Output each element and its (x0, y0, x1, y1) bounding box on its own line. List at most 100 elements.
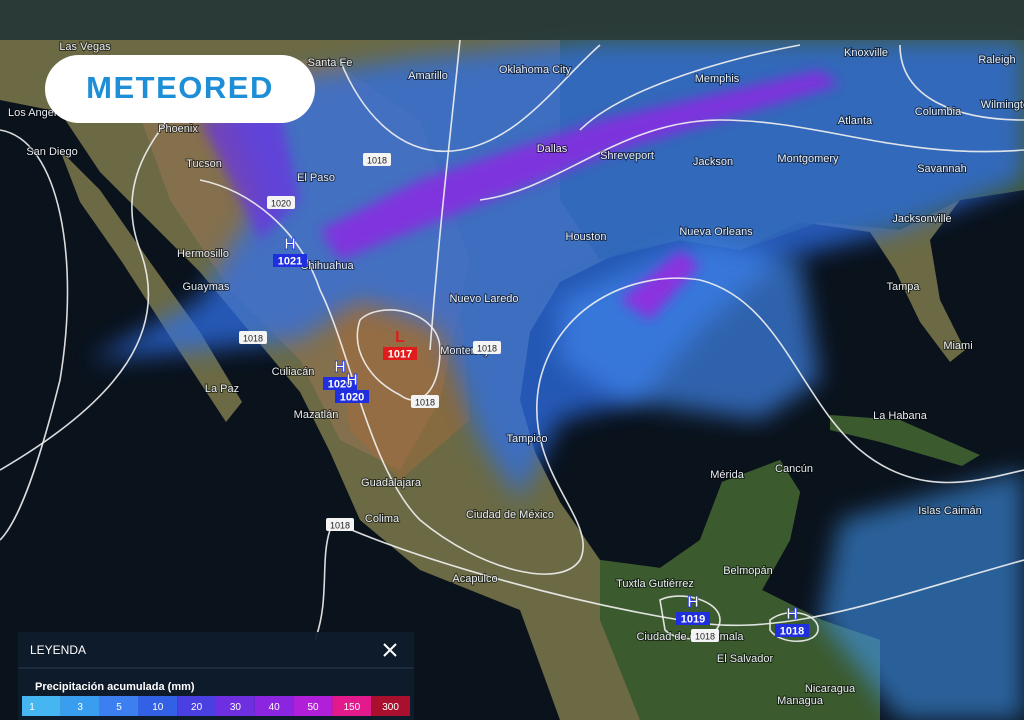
isobar-label: 1018 (415, 398, 435, 408)
city-label: Tampico (507, 433, 548, 445)
city-label: Belmopán (723, 565, 773, 577)
city-label: Managua (777, 695, 824, 707)
city-label: Ciudad de Guatemala (636, 631, 744, 643)
city-label: Raleigh (978, 54, 1015, 66)
logo-text: METEORED (86, 70, 274, 105)
pressure-letter: H (284, 236, 296, 253)
scale-segment (177, 696, 216, 716)
isobar-label: 1020 (271, 199, 291, 209)
pressure-value: 1018 (780, 626, 804, 638)
city-label: La Paz (205, 383, 239, 395)
city-label: El Salvador (717, 653, 774, 665)
city-label: Chihuahua (300, 260, 354, 272)
isobar-label: 1018 (367, 156, 387, 166)
scale-segment (216, 696, 255, 716)
top-blur-strip (0, 0, 1024, 40)
isobar-label-bg (691, 629, 719, 642)
city-label: Hermosillo (177, 248, 229, 260)
city-label: San Diego (26, 146, 77, 158)
city-label: Cancún (775, 463, 813, 475)
scale-segment (254, 696, 294, 716)
map-labels: Las Vegas Santa Fe Amarillo Oklahoma City Me… (7, 40, 1024, 708)
pressure-value-bg (323, 377, 357, 390)
city-label: Wilmington (981, 99, 1024, 111)
pressure-letter: L (395, 329, 405, 346)
city-label: Phoenix (158, 123, 198, 135)
scale-segment (332, 696, 372, 716)
scale-label: 1 (29, 702, 35, 713)
scale-segment (99, 696, 139, 716)
isobar-label: 1018 (243, 334, 263, 344)
city-label: Knoxville (844, 47, 888, 59)
pressure-value: 1021 (278, 256, 302, 268)
pressure-letter: H (687, 594, 699, 611)
pressure-value-bg (676, 612, 710, 625)
city-label: La Habana (873, 410, 928, 422)
isobar-label: 1018 (330, 521, 350, 531)
city-label: Mazatlán (294, 409, 339, 421)
city-label: Shreveport (600, 150, 654, 162)
city-label: Guaymas (182, 281, 230, 293)
pressure-value-bg (775, 624, 809, 637)
scale-segment (138, 696, 178, 716)
scale-label: 40 (269, 702, 281, 713)
scale-segment (293, 696, 333, 716)
close-icon (383, 643, 397, 657)
pressure-value-bg (383, 347, 417, 360)
legend-scale: 1 3 5 10 20 30 40 50 150 300 (22, 696, 410, 716)
city-label: Jackson (693, 156, 733, 168)
scale-label: 50 (307, 702, 319, 713)
city-label: Savannah (917, 163, 967, 175)
isobar-label: 1018 (695, 632, 715, 642)
city-label: Nueva Orleans (679, 226, 753, 238)
city-label: Islas Caimán (918, 505, 982, 517)
legend-close[interactable] (378, 638, 402, 662)
city-label: Ciudad de México (466, 509, 554, 521)
pressure-value: 1020 (340, 392, 364, 404)
city-label: Atlanta (838, 115, 873, 127)
city-label: Guadalajara (361, 477, 422, 489)
scale-label: 3 (77, 702, 83, 713)
city-label: Colima (365, 513, 400, 525)
city-label: Houston (566, 231, 607, 243)
city-label: Nuevo Laredo (449, 293, 518, 305)
city-label: Tuxtla Gutiérrez (616, 578, 694, 590)
city-label: Memphis (695, 73, 740, 85)
pressure-value: 1020 (328, 379, 352, 391)
legend-title: LEYENDA (30, 643, 86, 657)
pressure-value: 1017 (388, 349, 412, 361)
isobar-label-bg (363, 153, 391, 166)
city-label: Miami (943, 340, 972, 352)
isobar-label-bg (239, 331, 267, 344)
scale-label: 30 (230, 702, 242, 713)
legend-subtitle: Precipitación acumulada (mm) (35, 681, 195, 693)
city-label: Tucson (186, 158, 222, 170)
city-label: Nicaragua (805, 683, 856, 695)
scale-label: 5 (116, 702, 122, 713)
scale-label: 300 (382, 702, 399, 713)
logo: METEORED (45, 55, 315, 123)
scale-label: 10 (152, 702, 164, 713)
city-label: Amarillo (408, 70, 448, 82)
precipitation (90, 40, 1024, 720)
scale-label: 20 (191, 702, 203, 713)
city-label: Culiacán (272, 366, 315, 378)
isobar-label-bg (411, 395, 439, 408)
city-label: Mérida (710, 469, 745, 481)
city-label: Tampa (886, 281, 920, 293)
isobar-label: 1018 (477, 344, 497, 354)
pressure-letter: H (346, 372, 358, 389)
city-label: Jacksonville (892, 213, 951, 225)
pressure-value: 1019 (681, 614, 705, 626)
city-label: Columbia (915, 106, 962, 118)
pressure-value-bg (335, 390, 369, 403)
city-label: Acapulco (452, 573, 497, 585)
scale-segment (60, 696, 100, 716)
city-label: Montgomery (777, 153, 839, 165)
city-label: Dallas (537, 143, 568, 155)
pressure-letter: H (786, 606, 798, 623)
scale-segment (371, 696, 410, 716)
legend: LEYENDA Precipitación acumulada (mm) 1 3 5… (18, 632, 414, 720)
isobar-label-bg (326, 518, 354, 531)
